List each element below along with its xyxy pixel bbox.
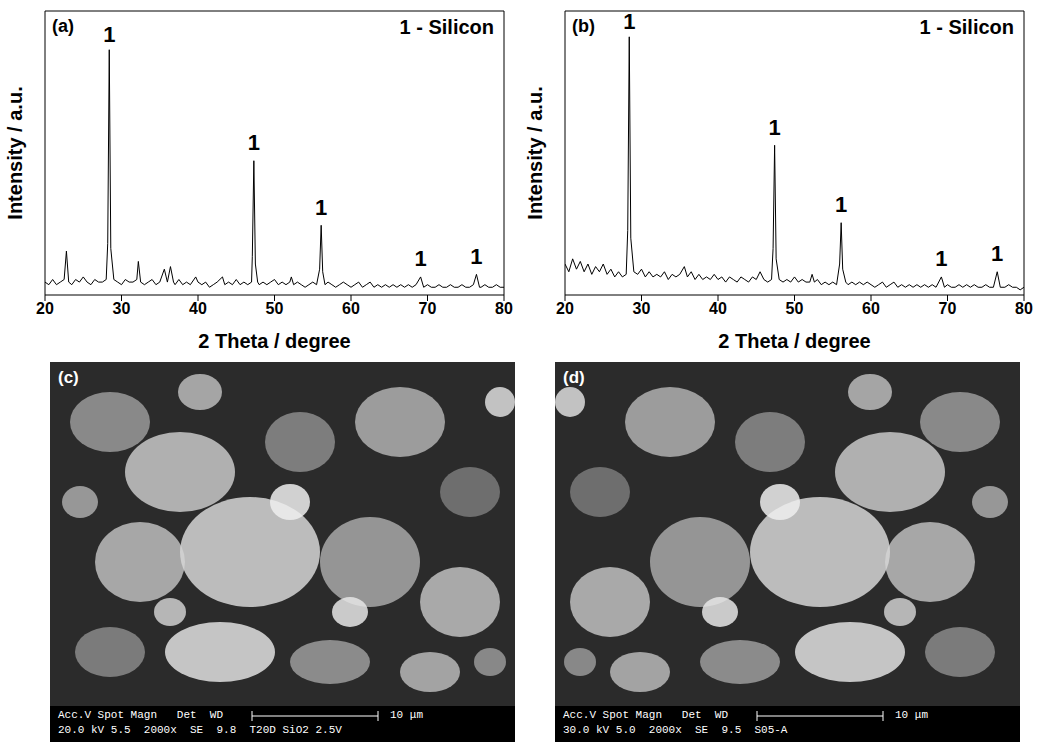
svg-text:60: 60 bbox=[342, 300, 360, 317]
html-text:Acc.V Spot Magn Det WD: Acc.V Spot Magn Det WD bbox=[563, 709, 728, 721]
svg-text:1: 1 bbox=[103, 22, 115, 47]
svg-text:Intensity / a.u.: Intensity / a.u. bbox=[524, 86, 546, 219]
svg-text:Intensity / a.u.: Intensity / a.u. bbox=[4, 86, 26, 219]
svg-text:40: 40 bbox=[189, 300, 207, 317]
html-text:(c): (c) bbox=[58, 368, 79, 387]
svg-text:1: 1 bbox=[414, 246, 426, 271]
svg-text:2 Theta / degree: 2 Theta / degree bbox=[198, 330, 350, 352]
svg-text:40: 40 bbox=[709, 300, 727, 317]
svg-text:30: 30 bbox=[633, 300, 651, 317]
html-text:10 μm: 10 μm bbox=[390, 709, 423, 721]
html-text:1 - Silicon: 1 - Silicon bbox=[919, 16, 1014, 38]
svg-text:80: 80 bbox=[495, 300, 513, 317]
html-text:(b): (b) bbox=[572, 16, 595, 36]
html-text:Acc.V Spot Magn Det WD: Acc.V Spot Magn Det WD bbox=[58, 709, 223, 721]
svg-text:2 Theta / degree: 2 Theta / degree bbox=[718, 330, 870, 352]
svg-text:1: 1 bbox=[315, 195, 327, 220]
svg-text:70: 70 bbox=[419, 300, 437, 317]
svg-text:50: 50 bbox=[786, 300, 804, 317]
svg-text:50: 50 bbox=[266, 300, 284, 317]
svg-text:1: 1 bbox=[768, 115, 780, 140]
html-text:1 - Silicon: 1 - Silicon bbox=[399, 16, 494, 38]
svg-text:70: 70 bbox=[939, 300, 957, 317]
html-text:(a): (a) bbox=[52, 16, 74, 36]
svg-text:1: 1 bbox=[248, 130, 260, 155]
svg-text:1: 1 bbox=[935, 246, 947, 271]
svg-text:1: 1 bbox=[623, 9, 635, 34]
svg-text:1: 1 bbox=[991, 241, 1003, 266]
html-text:10 μm: 10 μm bbox=[895, 709, 928, 721]
svg-text:80: 80 bbox=[1015, 300, 1033, 317]
html-text:(d): (d) bbox=[563, 368, 585, 387]
svg-text:1: 1 bbox=[835, 192, 847, 217]
svg-text:1: 1 bbox=[470, 244, 482, 269]
svg-text:20: 20 bbox=[36, 300, 54, 317]
html-text:20.0 kV 5.5 2000x SE 9.8 T20D: 20.0 kV 5.5 2000x SE 9.8 T20D SiO2 2.5V bbox=[58, 724, 342, 736]
svg-text:20: 20 bbox=[556, 300, 574, 317]
html-text:30.0 kV 5.0 2000x SE 9.5 S05-A: 30.0 kV 5.0 2000x SE 9.5 S05-A bbox=[563, 724, 788, 736]
svg-text:30: 30 bbox=[113, 300, 131, 317]
svg-text:60: 60 bbox=[862, 300, 880, 317]
